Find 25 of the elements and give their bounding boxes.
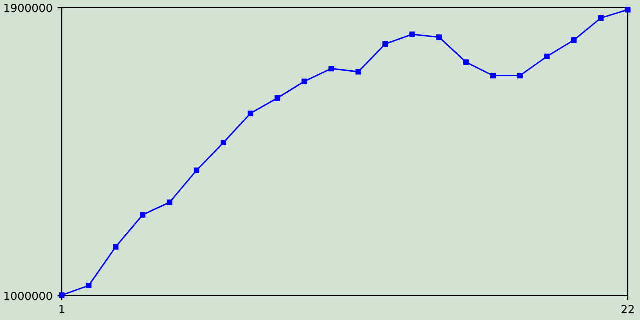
point xyxy=(436,34,442,40)
point xyxy=(194,168,200,174)
point xyxy=(382,41,388,47)
point xyxy=(220,140,226,146)
point xyxy=(490,73,496,79)
point xyxy=(86,282,92,289)
point xyxy=(274,95,280,102)
point xyxy=(625,7,631,13)
point xyxy=(356,69,362,75)
x-tick-label: 22 xyxy=(622,305,634,314)
point xyxy=(517,73,523,79)
point xyxy=(328,66,334,72)
point xyxy=(571,38,577,44)
point xyxy=(302,78,308,84)
y-tick-label: 1900000 xyxy=(4,4,52,12)
point xyxy=(464,60,470,66)
point xyxy=(167,200,173,206)
x-tick-label: 1 xyxy=(60,305,65,314)
y-tick-label: 1000000 xyxy=(4,292,52,300)
point xyxy=(140,212,146,218)
point xyxy=(544,54,550,60)
point xyxy=(113,244,119,250)
point xyxy=(410,32,416,38)
point xyxy=(598,15,604,22)
point xyxy=(248,110,254,116)
